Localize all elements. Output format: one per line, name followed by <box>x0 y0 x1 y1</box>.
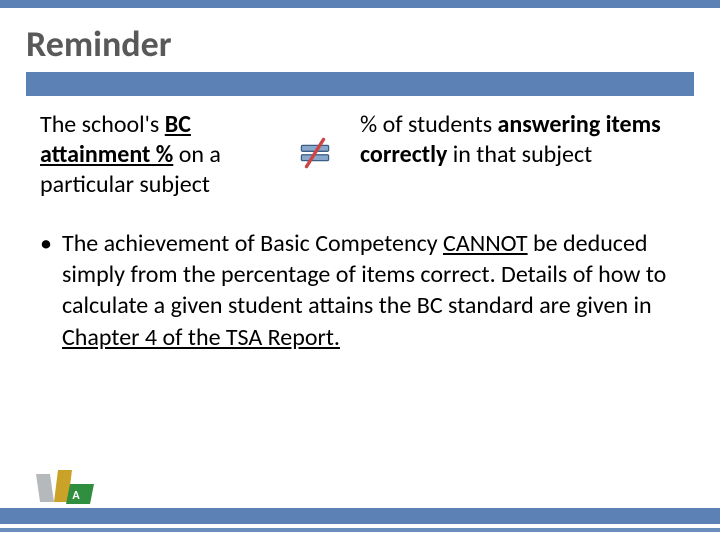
right-text-1: % of students <box>360 110 498 139</box>
comparison-row: The school's BC attainment % on a partic… <box>0 96 720 200</box>
bullet-cannot: CANNOT <box>443 229 528 258</box>
page-title: Reminder <box>0 8 720 72</box>
footer-bars <box>0 508 720 540</box>
not-equal-icon <box>298 136 332 170</box>
bullet-p1: The achievement of Basic Competency <box>62 229 443 258</box>
bullet-paragraph: • The achievement of Basic Competency CA… <box>0 200 720 353</box>
left-statement: The school's BC attainment % on a partic… <box>40 110 270 200</box>
left-text-1: The school's <box>40 110 165 139</box>
bullet-chapter: Chapter 4 of the TSA Report. <box>62 323 340 352</box>
right-text-2: in that subject <box>447 140 592 169</box>
top-accent-bar <box>0 0 720 8</box>
not-equal-icon-wrap <box>270 110 360 170</box>
footer-bar-thin <box>0 528 720 532</box>
logo-icon: A <box>36 464 94 506</box>
footer-logo: A <box>36 464 94 506</box>
right-statement: % of students answering items correctly … <box>360 110 690 170</box>
title-underline-bar <box>26 72 694 96</box>
bullet-text: The achievement of Basic Competency CANN… <box>62 228 680 353</box>
bullet-marker: • <box>40 228 62 353</box>
footer-bar-main <box>0 508 720 524</box>
svg-text:A: A <box>72 489 80 503</box>
